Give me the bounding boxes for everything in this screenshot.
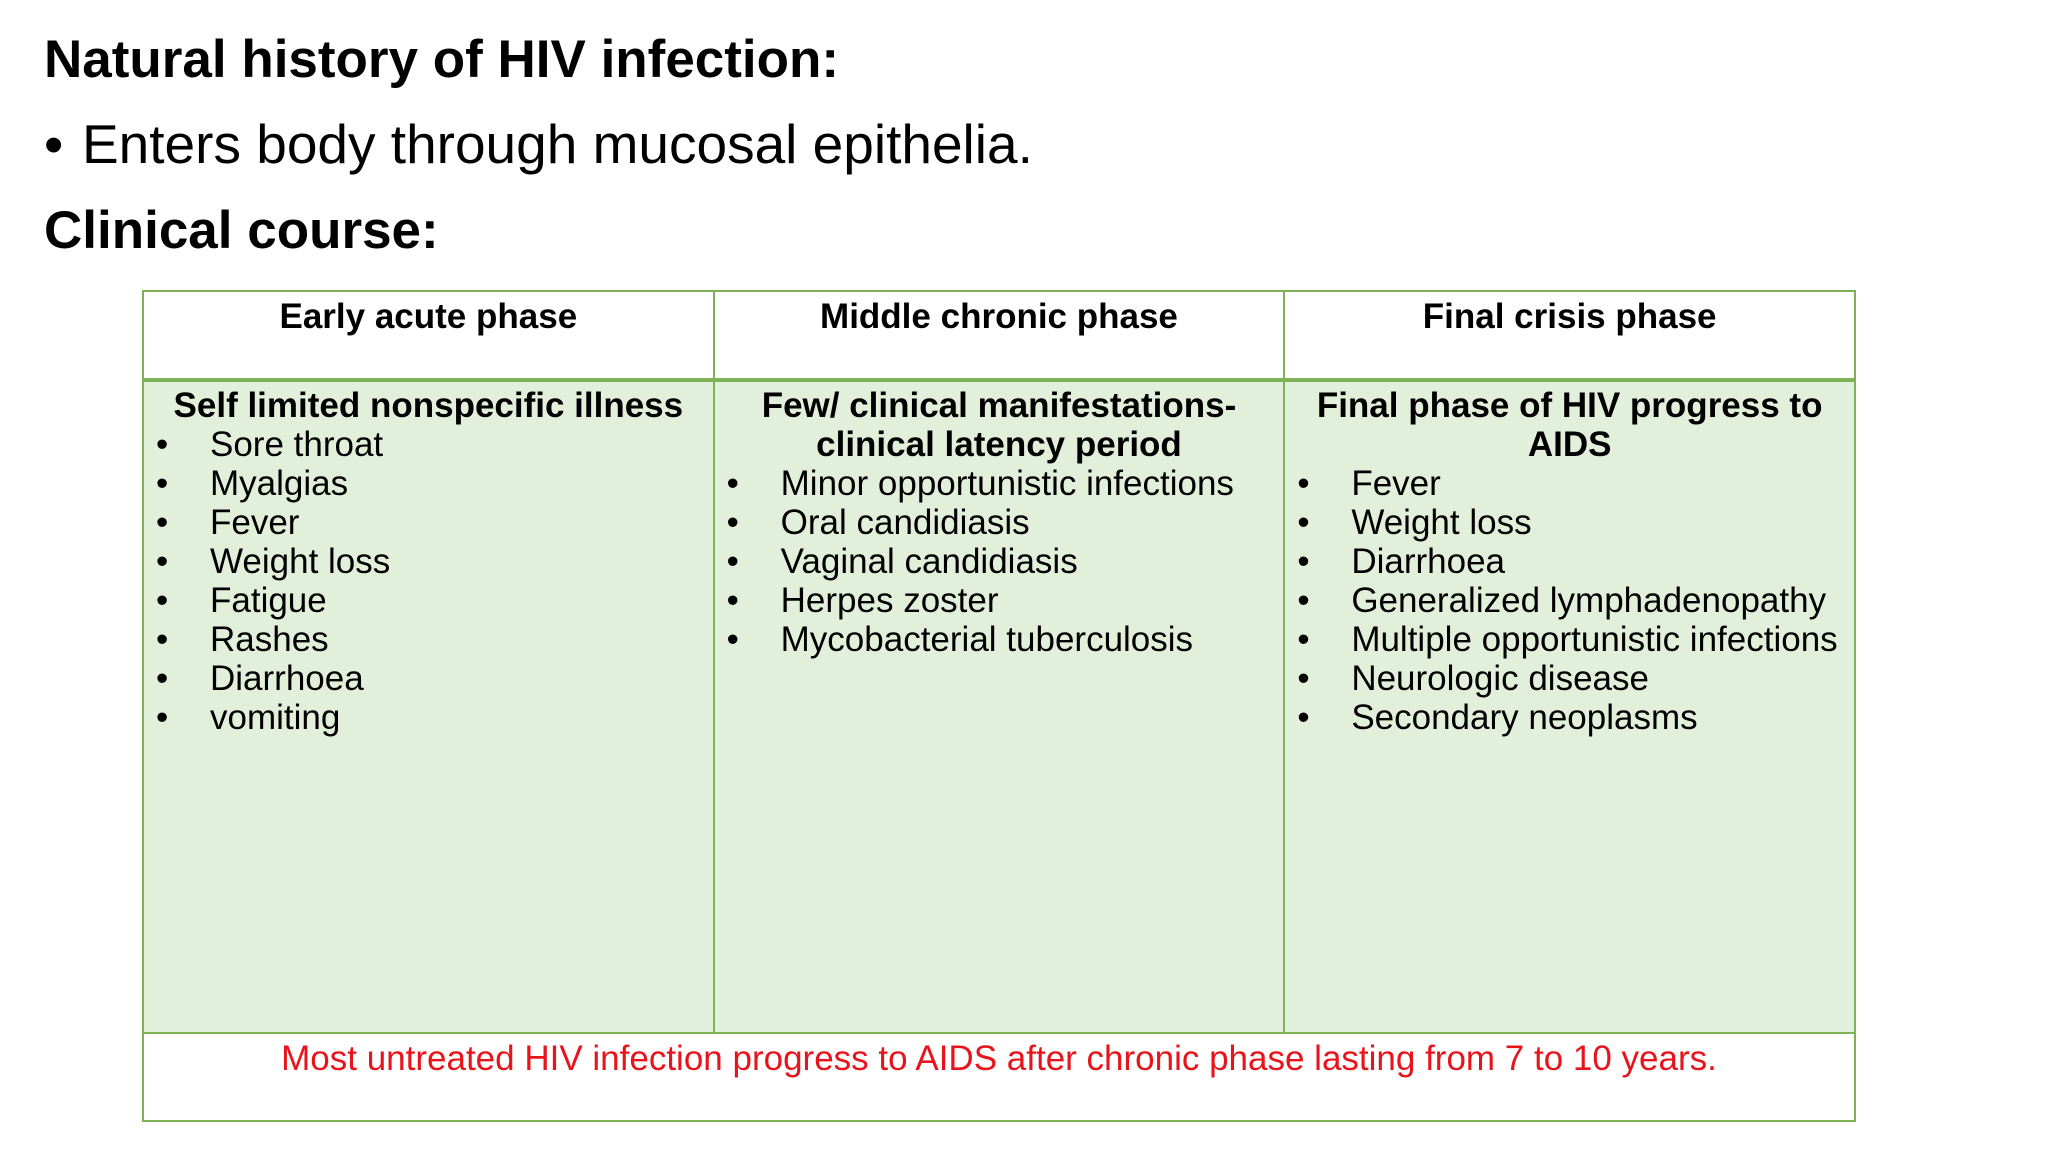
progression-note: Most untreated HIV infection progress to… [142, 1032, 1856, 1122]
intro-bullet: • Enters body through mucosal epithelia. [44, 108, 1033, 180]
list-item: Fever [152, 503, 705, 542]
list-item: Diarrhoea [152, 659, 705, 698]
list-item: Secondary neoplasms [1293, 698, 1846, 737]
list-item: Generalized lymphadenopathy [1293, 581, 1846, 620]
header-final-crisis-phase: Final crisis phase [1283, 290, 1856, 382]
early-phase-heading: Self limited nonspecific illness [173, 386, 684, 425]
list-item: Minor opportunistic infections [723, 464, 1276, 503]
list-item: Weight loss [152, 542, 705, 581]
section-subtitle: Clinical course: [44, 201, 439, 260]
list-item: vomiting [152, 698, 705, 737]
list-item: Oral candidiasis [723, 503, 1276, 542]
slide-title: Natural history of HIV infection: [44, 30, 840, 89]
final-phase-cell: Final phase of HIV progress to AIDS Feve… [1283, 379, 1856, 1034]
header-early-acute-phase: Early acute phase [142, 290, 715, 382]
middle-phase-heading: Few/ clinical manifestations- clinical l… [761, 386, 1237, 464]
final-phase-heading: Final phase of HIV progress to AIDS [1316, 386, 1823, 464]
header-middle-chronic-phase: Middle chronic phase [712, 290, 1286, 382]
table-body-row: Self limited nonspecific illness Sore th… [142, 379, 1856, 1034]
intro-bullet-text: Enters body through mucosal epithelia. [82, 113, 1033, 175]
early-phase-list: Sore throat Myalgias Fever Weight loss F… [152, 425, 705, 737]
table-header-row: Early acute phase Middle chronic phase F… [142, 290, 1856, 382]
list-item: Diarrhoea [1293, 542, 1846, 581]
table-footer-row: Most untreated HIV infection progress to… [142, 1032, 1856, 1122]
list-item: Rashes [152, 620, 705, 659]
final-phase-list: Fever Weight loss Diarrhoea Generalized … [1293, 464, 1846, 737]
bullet-marker: • [44, 113, 64, 175]
list-item: Neurologic disease [1293, 659, 1846, 698]
list-item: Fatigue [152, 581, 705, 620]
list-item: Myalgias [152, 464, 705, 503]
clinical-course-table: Early acute phase Middle chronic phase F… [142, 290, 1856, 1122]
list-item: Herpes zoster [723, 581, 1276, 620]
list-item: Vaginal candidiasis [723, 542, 1276, 581]
list-item: Sore throat [152, 425, 705, 464]
list-item: Mycobacterial tuberculosis [723, 620, 1276, 659]
middle-phase-list: Minor opportunistic infections Oral cand… [723, 464, 1276, 659]
list-item: Multiple opportunistic infections [1293, 620, 1846, 659]
list-item: Weight loss [1293, 503, 1846, 542]
list-item: Fever [1293, 464, 1846, 503]
middle-phase-cell: Few/ clinical manifestations- clinical l… [712, 379, 1286, 1034]
early-phase-cell: Self limited nonspecific illness Sore th… [142, 379, 715, 1034]
